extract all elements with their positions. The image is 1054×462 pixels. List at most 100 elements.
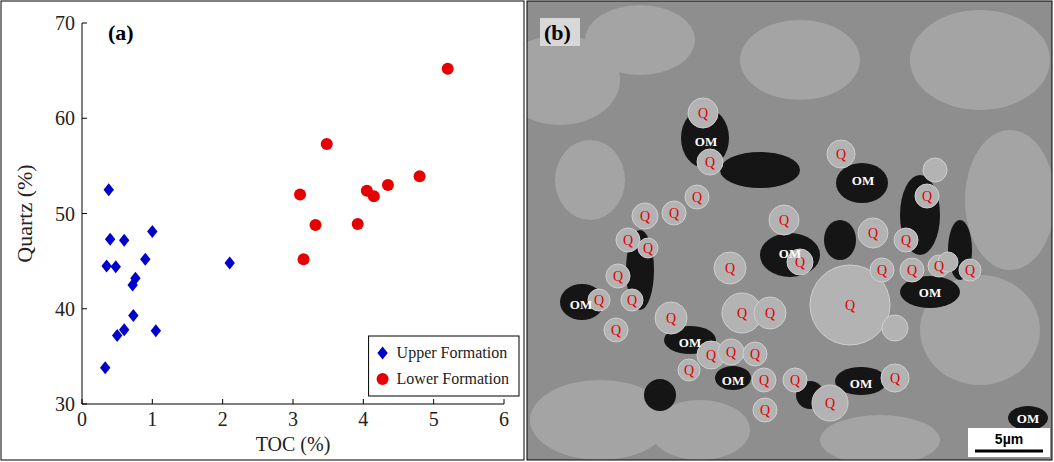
scale-bar-ground: [968, 428, 1050, 457]
quartz-grain: [752, 368, 776, 392]
quartz-label: Q: [725, 261, 735, 276]
quartz-grain: [769, 205, 799, 235]
quartz-grain: [632, 203, 658, 229]
quartz-label: Q: [845, 298, 855, 313]
quartz-grain: [638, 238, 658, 258]
quartz-grain: [697, 149, 723, 175]
y-tick-label: 40: [55, 298, 75, 320]
quartz-label: Q: [890, 371, 900, 386]
y-tick-label: 70: [55, 12, 75, 34]
panel-label: (b): [544, 20, 571, 45]
point: [414, 170, 426, 182]
quartz-label: Q: [868, 226, 878, 241]
quartz-label: Q: [922, 189, 932, 204]
quartz-grain: [743, 342, 767, 366]
om-label: OM: [722, 373, 744, 388]
quartz-label: Q: [965, 263, 975, 278]
sem-image: [527, 1, 1052, 460]
y-tick: [82, 404, 87, 405]
quartz-grain: [900, 258, 924, 282]
om-label: OM: [695, 134, 717, 149]
legend-label: Lower Formation: [397, 370, 509, 387]
quartz-grain: [754, 297, 786, 329]
scale-bar: [975, 450, 1043, 453]
sem-texture: [965, 130, 1052, 270]
point: [105, 233, 115, 246]
point: [352, 218, 364, 230]
y-tick: [82, 23, 87, 24]
pore: [1008, 406, 1048, 430]
quartz-label: Q: [901, 233, 911, 248]
quartz-label: Q: [627, 293, 637, 308]
point: [225, 257, 235, 270]
point: [111, 260, 121, 273]
quartz-label: Q: [613, 269, 623, 284]
point: [101, 259, 111, 272]
quartz-grain: [882, 315, 908, 341]
quartz-label: Q: [765, 306, 775, 321]
quartz-grain: [616, 228, 640, 252]
sem-texture: [910, 10, 1050, 110]
quartz-label: Q: [594, 293, 604, 308]
x-tick: [82, 399, 83, 404]
quartz-label: Q: [666, 311, 676, 326]
quartz-label: Q: [684, 363, 694, 378]
pore: [760, 233, 820, 277]
legend-label: Upper Formation: [397, 344, 508, 362]
quartz-grain: [714, 252, 746, 284]
point: [151, 324, 161, 337]
x-tick-label: 3: [288, 408, 298, 430]
point: [442, 63, 454, 75]
sem-texture: [555, 140, 625, 220]
om-label: OM: [1017, 411, 1039, 426]
point: [100, 361, 110, 374]
x-tick-label: 0: [77, 408, 87, 430]
point: [128, 309, 138, 322]
quartz-label: Q: [705, 155, 715, 170]
quartz-grain: [655, 302, 687, 334]
y-tick-label: 50: [55, 203, 75, 225]
om-label: OM: [850, 376, 872, 391]
sem-labels: QOMQQQQQQQQQQOMQQQOMQQQQQQQQQOMQQOMQQQQQ…: [570, 106, 1039, 426]
quartz-grain: [685, 185, 709, 209]
quartz-grain: [621, 289, 643, 311]
point: [119, 234, 129, 247]
quartz-grain: [858, 218, 888, 248]
sem-texture: [820, 415, 940, 460]
quartz-grain: [688, 98, 718, 128]
x-tick: [293, 399, 294, 404]
quartz-label: Q: [698, 106, 708, 121]
x-tick-label: 2: [218, 408, 228, 430]
pore: [824, 220, 856, 260]
quartz-grain: [881, 364, 909, 392]
quartz-grain: [923, 158, 947, 182]
x-axis-title: TOC (%): [256, 433, 331, 456]
figure: 01234563040506070TOC (%)Quartz (%)(a)Upp…: [0, 0, 1054, 462]
legend: Upper Formation Lower Formation: [369, 336, 519, 396]
y-tick-label: 30: [55, 393, 75, 415]
x-tick-label: 5: [429, 408, 439, 430]
quartz-label: Q: [779, 213, 789, 228]
quartz-label: Q: [706, 348, 716, 363]
om-label: OM: [852, 173, 874, 188]
x-tick-label: 1: [147, 408, 157, 430]
point: [147, 225, 157, 238]
y-tick-label: 60: [55, 107, 75, 129]
quartz-label: Q: [825, 396, 835, 411]
quartz-grain: [753, 398, 777, 422]
sem-texture: [740, 20, 860, 100]
panel-border: [527, 1, 1052, 460]
om-label: OM: [779, 246, 801, 261]
pore: [715, 366, 751, 390]
quartz-grain: [718, 339, 744, 365]
quartz-label: Q: [692, 190, 702, 205]
pore: [900, 175, 940, 255]
point: [104, 183, 114, 196]
pore: [720, 152, 800, 188]
point: [310, 219, 322, 231]
point: [294, 188, 306, 200]
point: [298, 253, 310, 265]
om-label: OM: [679, 335, 701, 350]
quartz-grain: [812, 385, 848, 421]
quartz-label: Q: [790, 373, 800, 388]
